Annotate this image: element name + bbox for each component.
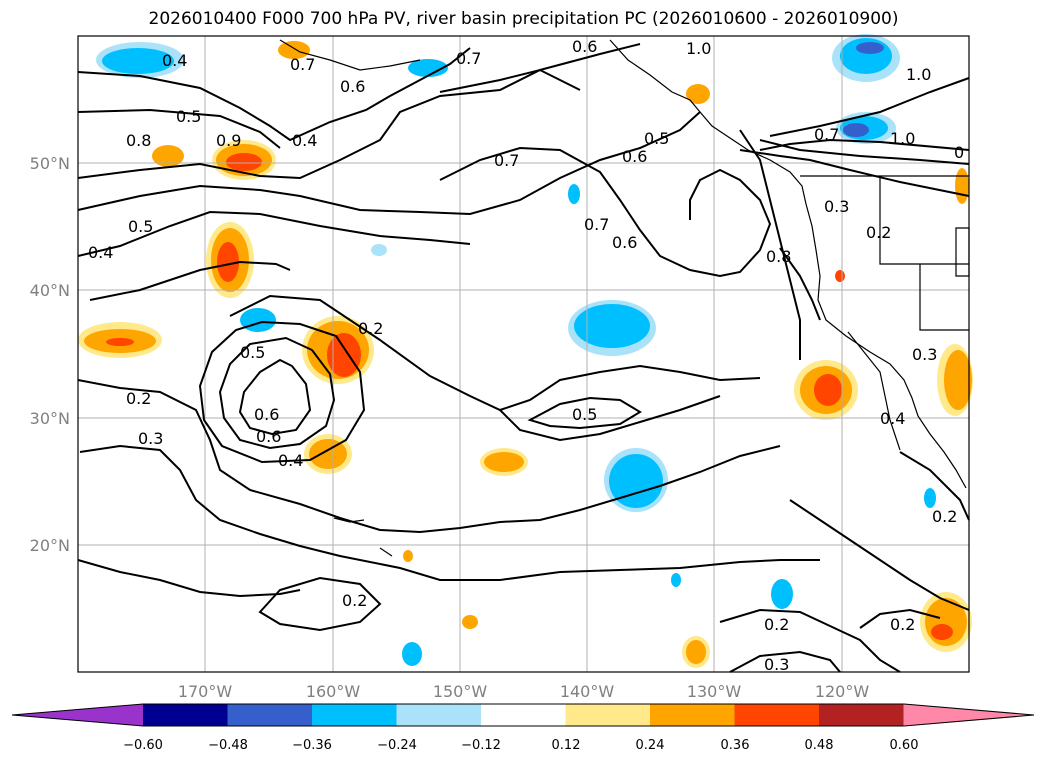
colorbar-tick-label: 0.12 [552, 738, 581, 753]
positive-anomaly-areas [78, 41, 973, 668]
colorbar-extend-low [12, 704, 143, 726]
contour-label: 0.2 [932, 507, 957, 526]
lon-tick-label: 170°W [178, 682, 233, 701]
plot-frame [77, 35, 970, 673]
contour-label: 0.8 [126, 131, 151, 150]
contour-label: 1.0 [890, 129, 915, 148]
lat-tick-label: 30°N [30, 409, 70, 428]
colorbar-tick-labels: −0.60 −0.48 −0.36 −0.24 −0.12 0.12 0.24 … [123, 738, 918, 753]
colorbar-segment [734, 704, 820, 726]
contour-label: 0.4 [88, 243, 113, 262]
contour-label: 0.5 [128, 217, 153, 236]
lon-tick-labels: 170°W 160°W 150°W 140°W 130°W 120°W [178, 682, 870, 701]
lat-tick-label: 50°N [30, 154, 70, 173]
contour-label: 0.7 [494, 151, 519, 170]
contour-label: 0.6 [572, 37, 597, 56]
contour-labels: 0.4 0.7 0.6 0.7 0.6 1.0 1.0 0.5 0.8 0.9 … [88, 37, 964, 674]
contour-label: 0.2 [342, 591, 367, 610]
contour-label: 0.6 [340, 77, 365, 96]
contour-label: 0.4 [162, 51, 187, 70]
colorbar-segment [227, 704, 313, 726]
contour-label: 0.5 [240, 343, 265, 362]
contour-label: 0.6 [254, 405, 279, 424]
lon-tick-label: 140°W [560, 682, 615, 701]
contour-label: 0.3 [912, 345, 937, 364]
plot-area: 0.4 0.7 0.6 0.7 0.6 1.0 1.0 0.5 0.8 0.9 … [77, 34, 973, 674]
contour-label: 0.6 [256, 427, 281, 446]
contour-label: 0 [954, 143, 964, 162]
colorbar-segment [312, 704, 397, 726]
contour-label: 0.2 [358, 319, 383, 338]
pv-contours [77, 43, 970, 673]
colorbar-tick-label: 0.36 [721, 738, 750, 753]
colorbar-segment [565, 704, 651, 726]
contour-label: 0.7 [290, 55, 315, 74]
lon-tick-label: 120°W [815, 682, 870, 701]
contour-label: 0.8 [766, 247, 791, 266]
contour-label: 0.4 [880, 409, 905, 428]
colorbar-tick-label: −0.60 [123, 738, 163, 753]
colorbar-tick-label: −0.48 [208, 738, 248, 753]
contour-label: 0.9 [216, 131, 241, 150]
contour-label: 0.3 [764, 655, 789, 674]
map-title: 2026010400 F000 700 hPa PV, river basin … [148, 9, 899, 29]
contour-label: 0.3 [824, 197, 849, 216]
lat-tick-labels: 50°N 40°N 30°N 20°N [30, 154, 70, 555]
colorbar-segment [143, 704, 228, 726]
colorbar-outline [11, 703, 1035, 727]
colorbar-tick-label: −0.12 [461, 738, 501, 753]
colorbar-tick-label: 0.60 [890, 738, 919, 753]
lat-tick-label: 40°N [30, 281, 70, 300]
colorbar-tick-label: −0.24 [377, 738, 417, 753]
colorbar-tick-label: 0.24 [636, 738, 665, 753]
contour-label: 1.0 [906, 65, 931, 84]
colorbar-tick-label: 0.48 [805, 738, 834, 753]
precip-shading [78, 34, 973, 668]
contour-label: 0.2 [764, 615, 789, 634]
colorbar-segment [396, 704, 482, 726]
contour-label: 0.7 [814, 125, 839, 144]
negative-anomaly-areas [96, 34, 936, 666]
contour-label: 0.4 [292, 131, 317, 150]
colorbar-segment [481, 704, 566, 726]
contour-label: 1.0 [686, 39, 711, 58]
lat-tick-label: 20°N [30, 536, 70, 555]
lon-tick-label: 130°W [687, 682, 742, 701]
coastlines [279, 39, 970, 557]
colorbar-tick-label: −0.36 [292, 738, 332, 753]
colorbar-extend-high [903, 704, 1034, 726]
contour-label: 0.6 [622, 147, 647, 166]
contour-label: 0.3 [138, 429, 163, 448]
colorbar-segments [12, 704, 1034, 726]
contour-label: 0.4 [278, 451, 303, 470]
contour-label: 0.7 [456, 49, 481, 68]
contour-label: 0.5 [176, 107, 201, 126]
lon-tick-label: 150°W [433, 682, 488, 701]
contour-label: 0.2 [126, 389, 151, 408]
colorbar: −0.60 −0.48 −0.36 −0.24 −0.12 0.12 0.24 … [11, 703, 1035, 753]
contour-label: 0.2 [890, 615, 915, 634]
lon-tick-label: 160°W [306, 682, 361, 701]
colorbar-segment [819, 704, 904, 726]
graticule [78, 36, 969, 672]
contour-label: 0.2 [866, 223, 891, 242]
contour-label: 0.6 [612, 233, 637, 252]
contour-label: 0.5 [644, 129, 669, 148]
colorbar-segment [650, 704, 735, 726]
contour-label: 0.5 [572, 405, 597, 424]
contour-label: 0.7 [584, 215, 609, 234]
